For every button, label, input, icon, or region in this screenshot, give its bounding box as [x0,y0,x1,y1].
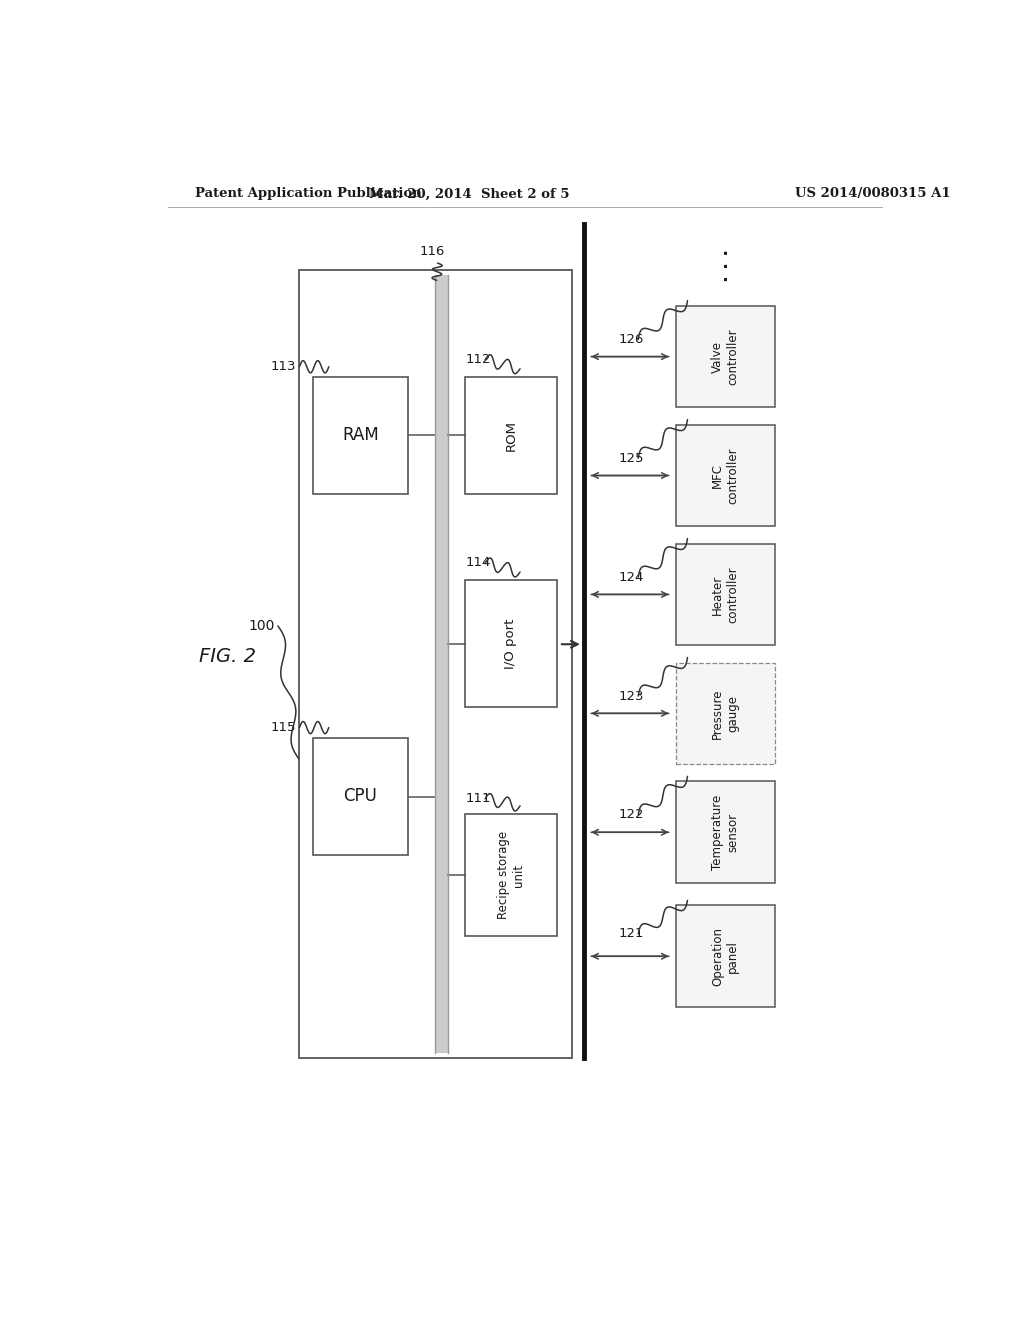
Text: Pressure
gauge: Pressure gauge [712,688,739,739]
Bar [435,276,447,1053]
Text: I/O port: I/O port [505,619,517,669]
Text: MFC
controller: MFC controller [712,447,739,504]
Bar [676,544,775,645]
Text: Heater
controller: Heater controller [712,566,739,623]
Text: CPU: CPU [344,787,378,805]
Text: 123: 123 [618,689,644,702]
Text: RAM: RAM [342,426,379,445]
Text: 114: 114 [465,557,490,569]
Text: 124: 124 [618,570,644,583]
Text: US 2014/0080315 A1: US 2014/0080315 A1 [795,187,950,201]
Text: . . .: . . . [714,248,732,281]
Text: 100: 100 [249,619,274,634]
Text: 113: 113 [270,360,296,374]
Bar [676,306,775,408]
Text: Valve
controller: Valve controller [712,329,739,385]
Bar [676,425,775,527]
Text: 116: 116 [420,246,445,257]
Text: Operation
panel: Operation panel [712,927,739,986]
Bar [465,378,557,494]
Text: 112: 112 [465,354,490,366]
Bar [676,906,775,1007]
Text: Recipe storage
unit: Recipe storage unit [497,830,525,919]
Text: 115: 115 [270,721,296,734]
Bar [676,781,775,883]
Bar [313,738,409,854]
Text: 122: 122 [618,808,644,821]
Text: Mar. 20, 2014  Sheet 2 of 5: Mar. 20, 2014 Sheet 2 of 5 [369,187,569,201]
Text: ROM: ROM [505,420,517,451]
Text: 126: 126 [618,333,644,346]
Text: Temperature
sensor: Temperature sensor [712,795,739,870]
Text: Patent Application Publication: Patent Application Publication [196,187,422,201]
Text: 121: 121 [618,928,644,940]
Bar [465,581,557,708]
Bar [313,378,409,494]
Text: 125: 125 [618,451,644,465]
Bar [465,814,557,936]
Bar [299,271,572,1057]
Bar [676,663,775,764]
Text: 111: 111 [465,792,490,805]
Text: FIG. 2: FIG. 2 [199,647,256,665]
